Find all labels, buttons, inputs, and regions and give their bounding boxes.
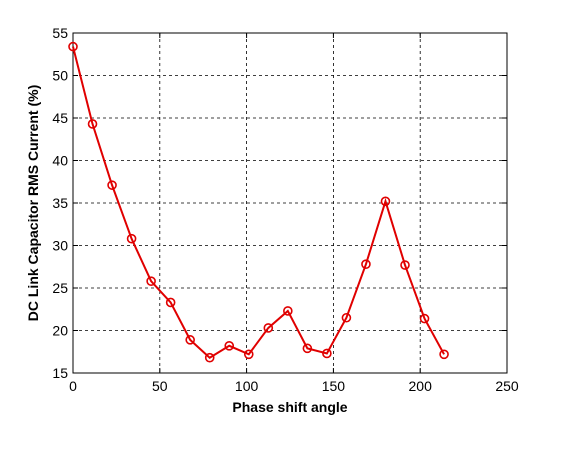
series-layer bbox=[68, 41, 449, 363]
data-point bbox=[87, 119, 98, 129]
x-tick-label: 150 bbox=[322, 378, 346, 394]
y-tick-label: 30 bbox=[52, 238, 68, 254]
y-tick-label: 55 bbox=[52, 25, 68, 41]
data-point bbox=[107, 180, 117, 190]
data-point bbox=[165, 297, 176, 308]
data-point bbox=[146, 276, 156, 287]
data-point bbox=[126, 233, 137, 244]
series-line bbox=[72, 46, 445, 359]
data-point bbox=[263, 323, 274, 333]
y-tick-label: 45 bbox=[52, 110, 68, 126]
data-point bbox=[68, 41, 78, 52]
data-point bbox=[243, 349, 254, 360]
data-point bbox=[302, 343, 313, 354]
data-point bbox=[439, 349, 449, 360]
x-tick-label: 100 bbox=[235, 378, 259, 394]
y-tick-label: 25 bbox=[52, 280, 68, 296]
x-tick-label: 250 bbox=[495, 378, 519, 394]
x-axis-label: Phase shift angle bbox=[232, 399, 347, 415]
data-point bbox=[400, 260, 410, 270]
data-point bbox=[185, 335, 195, 345]
y-tick-label: 20 bbox=[52, 323, 68, 339]
axis-ticks: 0 50 100 150 200 250 15 20 25 30 35 40 45 50 55 bbox=[52, 25, 518, 394]
y-tick-label: 50 bbox=[52, 68, 68, 84]
y-tick-label: 35 bbox=[52, 195, 68, 211]
grid-lines bbox=[73, 33, 507, 373]
data-point bbox=[361, 259, 371, 270]
data-point bbox=[341, 312, 352, 323]
data-point bbox=[224, 340, 235, 351]
y-tick-label: 40 bbox=[52, 153, 68, 169]
data-point bbox=[204, 352, 215, 363]
y-axis-label: DC Link Capacitor RMS Current (%) bbox=[25, 85, 41, 321]
data-point bbox=[419, 313, 430, 324]
x-tick-label: 200 bbox=[409, 378, 433, 394]
data-point bbox=[380, 196, 391, 207]
x-tick-label: 50 bbox=[152, 378, 168, 394]
x-tick-label: 0 bbox=[69, 378, 77, 394]
data-point bbox=[322, 348, 332, 359]
data-point bbox=[283, 306, 293, 316]
y-tick-label: 15 bbox=[52, 365, 68, 381]
